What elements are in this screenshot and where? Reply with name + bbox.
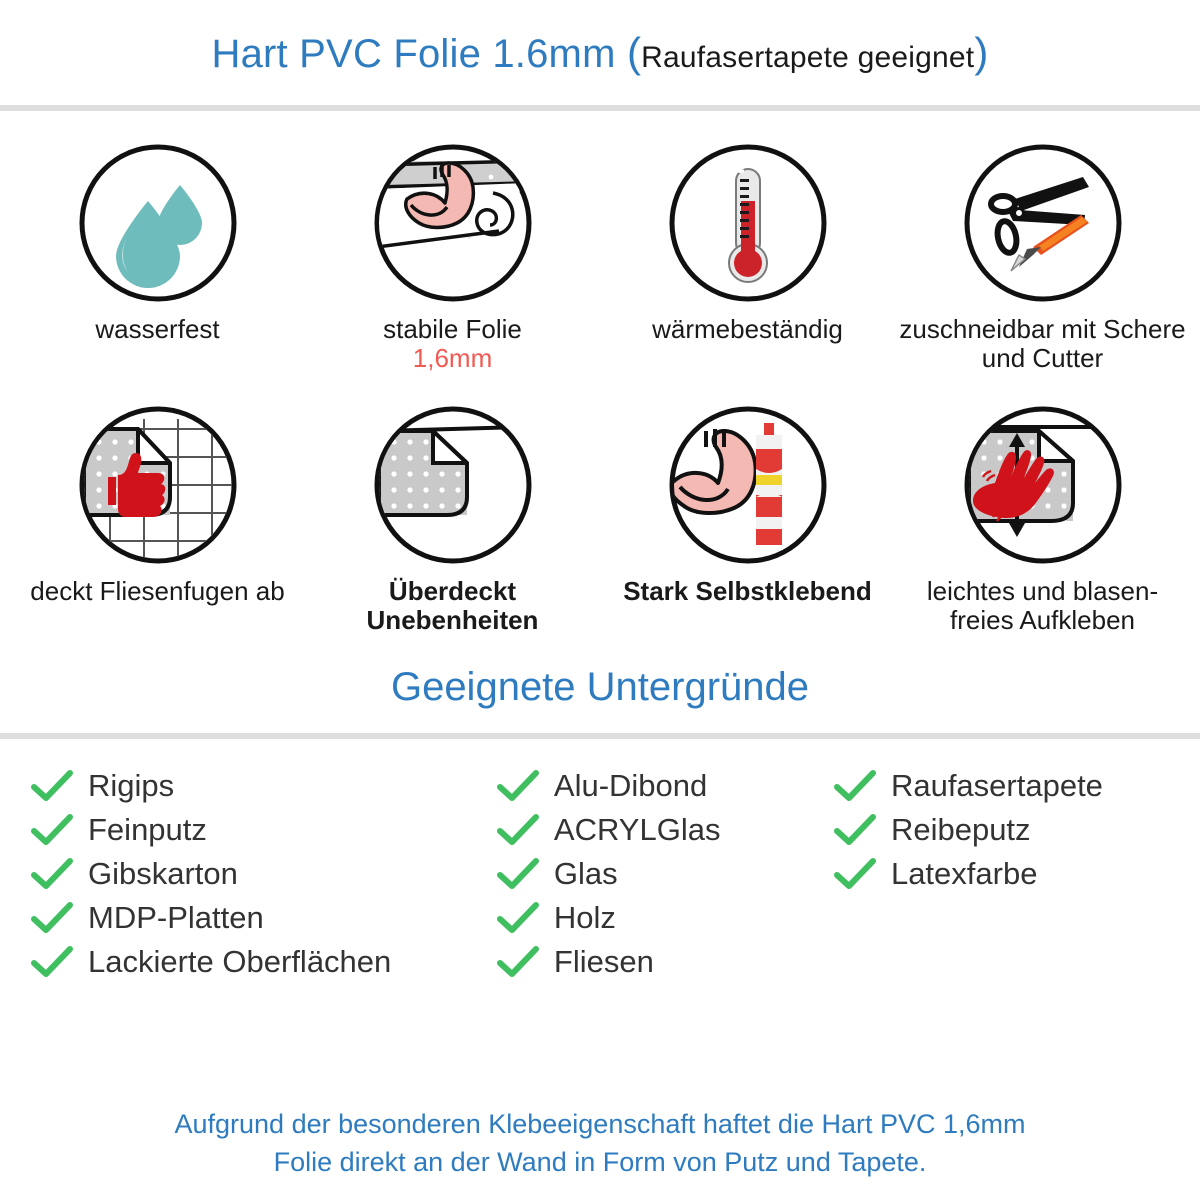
list-item-label: ACRYLGlas: [553, 812, 721, 848]
check-icon: [30, 945, 74, 979]
list-item: Feinputz: [30, 809, 496, 851]
checklist-column-2: Alu-Dibond ACRYLGlas Glas Holz: [496, 765, 833, 983]
arm-glue-tube-icon: [668, 405, 828, 565]
list-item: MDP-Platten: [30, 897, 496, 939]
list-item-label: MDP-Platten: [88, 900, 264, 936]
feature-label: wärmebeständig: [652, 314, 843, 344]
check-icon: [496, 813, 540, 847]
feature-label: stabile Folie: [383, 314, 522, 344]
divider-top: [0, 105, 1200, 111]
list-item-label: Glas: [553, 856, 618, 892]
check-icon: [833, 813, 877, 847]
feature-deckt-fliesenfugen: deckt Fliesenfugen ab: [10, 405, 305, 635]
check-icon: [30, 857, 74, 891]
check-icon: [496, 857, 540, 891]
list-item-label: Rigips: [88, 768, 175, 804]
list-item-label: Latexfarbe: [890, 856, 1038, 892]
scissors-cutter-icon: [963, 143, 1123, 303]
feature-label: Stark Selbstklebend: [623, 576, 872, 607]
list-item: Gibskarton: [30, 853, 496, 895]
feature-label: zuschneidbar mit Schere und Cutter: [899, 314, 1186, 374]
list-item: Raufasertapete: [833, 765, 1170, 807]
feature-wasserfest: wasserfest: [10, 143, 305, 373]
section-heading-bar: Geeignete Untergründe: [0, 641, 1200, 733]
feature-label: Überdeckt Unebenheiten: [366, 576, 539, 636]
footer-note: Aufgrund der besonderen Klebeeigenschaft…: [0, 1106, 1200, 1182]
header-bar: Hart PVC Folie 1.6mm (Raufasertapete gee…: [0, 0, 1200, 105]
paren-close: ): [974, 28, 989, 76]
feature-blasenfreies-aufkleben: leichtes und blasen- freies Aufkleben: [895, 405, 1190, 635]
feature-zuschneidbar: zuschneidbar mit Schere und Cutter: [895, 143, 1190, 373]
feature-stabile-folie: stabile Folie 1,6mm: [305, 143, 600, 373]
feature-sublabel: 1,6mm: [412, 343, 493, 374]
list-item-label: Lackierte Oberflächen: [88, 944, 392, 980]
footer-line-2: Folie direkt an der Wand in Form von Put…: [273, 1147, 927, 1178]
list-item-label: Feinputz: [88, 812, 207, 848]
hand-smoothing-icon: [963, 405, 1123, 565]
page-title: Hart PVC Folie 1.6mm (Raufasertapete gee…: [212, 29, 989, 77]
feature-ueberdeckt-unebenheiten: Überdeckt Unebenheiten: [305, 405, 600, 635]
check-icon: [833, 857, 877, 891]
paren-open: (: [626, 28, 642, 76]
divider-middle: [0, 733, 1200, 740]
list-item-label: Holz: [553, 900, 616, 936]
list-item: Latexfarbe: [833, 853, 1170, 895]
list-item: Rigips: [30, 765, 496, 807]
list-item: ACRYLGlas: [496, 809, 833, 851]
check-icon: [496, 901, 540, 935]
title-subtitle: Raufasertapete geeignet: [641, 40, 975, 74]
list-item-label: Fliesen: [553, 944, 654, 980]
peeling-foil-icon: [373, 405, 533, 565]
list-item-label: Alu-Dibond: [553, 768, 708, 804]
list-item: Glas: [496, 853, 833, 895]
check-icon: [30, 769, 74, 803]
flexed-arm-foil-icon: [373, 143, 533, 303]
check-icon: [496, 945, 540, 979]
list-item-label: Raufasertapete: [890, 768, 1103, 804]
substrate-checklist: Rigips Feinputz Gibskarton MDP-Platten: [0, 739, 1200, 983]
list-item: Lackierte Oberflächen: [30, 941, 496, 983]
feature-label: leichtes und blasen- freies Aufkleben: [926, 576, 1159, 636]
feature-label: deckt Fliesenfugen ab: [30, 576, 285, 607]
feature-grid-row2: deckt Fliesenfugen ab: [0, 379, 1200, 641]
thermometer-icon: [668, 143, 828, 303]
feature-grid-row1: wasserfest: [0, 111, 1200, 379]
footer-line-1: Aufgrund der besonderen Klebeeigenschaft…: [174, 1109, 1026, 1140]
checklist-column-1: Rigips Feinputz Gibskarton MDP-Platten: [30, 765, 496, 983]
check-icon: [30, 901, 74, 935]
feature-label: wasserfest: [95, 314, 220, 344]
check-icon: [833, 769, 877, 803]
list-item: Reibeputz: [833, 809, 1170, 851]
section-title: Geeignete Untergründe: [390, 664, 810, 709]
list-item: Holz: [496, 897, 833, 939]
title-main: Hart PVC Folie 1.6mm: [211, 31, 616, 76]
list-item-label: Reibeputz: [890, 812, 1031, 848]
list-item: Alu-Dibond: [496, 765, 833, 807]
water-drops-icon: [78, 143, 238, 303]
checklist-column-3: Raufasertapete Reibeputz Latexfarbe: [833, 765, 1170, 983]
feature-waermebestaendig: wärmebeständig: [600, 143, 895, 373]
check-icon: [30, 813, 74, 847]
check-icon: [496, 769, 540, 803]
list-item: Fliesen: [496, 941, 833, 983]
list-item-label: Gibskarton: [88, 856, 238, 892]
thumbs-up-tiles-icon: [78, 405, 238, 565]
feature-stark-selbstklebend: Stark Selbstklebend: [600, 405, 895, 635]
